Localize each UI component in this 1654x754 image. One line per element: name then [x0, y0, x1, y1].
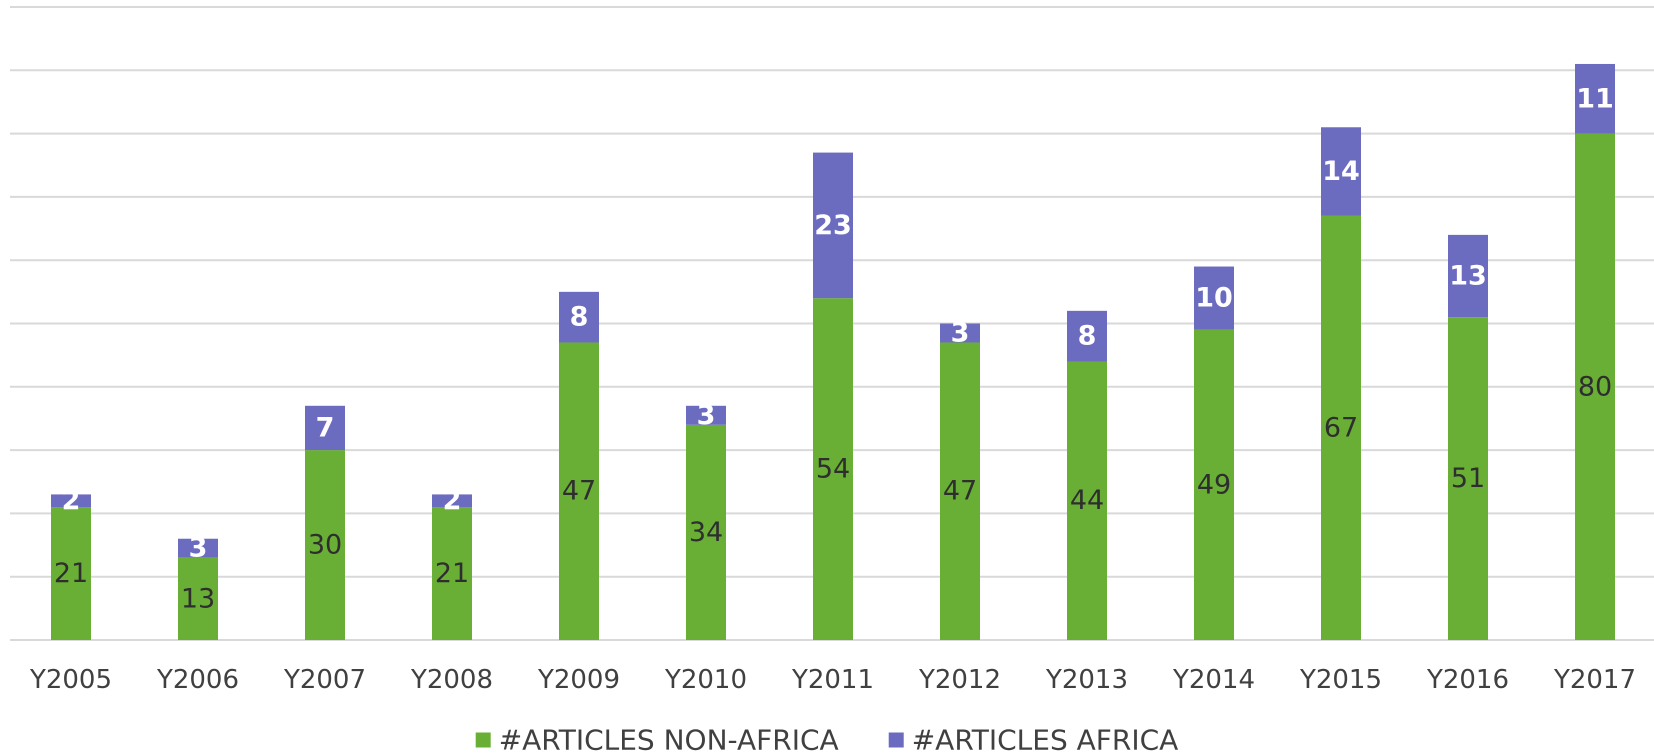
data-label-non-africa: 30: [308, 530, 342, 561]
x-tick-label: Y2016: [1426, 665, 1509, 695]
bar-africa: [1194, 266, 1234, 330]
data-label-africa: 3: [697, 400, 716, 431]
data-label-non-africa: 21: [54, 558, 88, 589]
data-label-non-africa: 13: [181, 583, 215, 614]
bar-non-africa: [305, 450, 345, 640]
x-tick-label: Y2008: [410, 665, 493, 695]
bar-africa: [432, 494, 472, 508]
bar-africa: [178, 538, 218, 558]
data-label-non-africa: 80: [1578, 371, 1612, 402]
x-tick-label: Y2011: [791, 665, 874, 695]
data-label-non-africa: 21: [435, 558, 469, 589]
x-tick-label: Y2014: [1172, 665, 1255, 695]
data-label-africa: 3: [189, 533, 208, 564]
data-label-africa: 14: [1322, 156, 1360, 187]
x-tick-label: Y2010: [664, 665, 747, 695]
bar-non-africa: [1067, 361, 1107, 640]
x-tick-label: Y2015: [1299, 665, 1382, 695]
data-label-africa: 2: [443, 485, 462, 516]
bar-non-africa: [1321, 215, 1361, 640]
data-label-africa: 2: [62, 485, 81, 516]
data-label-non-africa: 47: [943, 476, 977, 507]
data-label-non-africa: 67: [1324, 412, 1358, 443]
legend-label: #ARTICLES AFRICA: [912, 724, 1179, 754]
bar-non-africa: [559, 342, 599, 640]
bar-africa: [686, 405, 726, 425]
bar-non-africa: [51, 507, 91, 640]
bar-non-africa: [1194, 329, 1234, 640]
x-tick-label: Y2009: [537, 665, 620, 695]
bar-africa: [51, 494, 91, 508]
bar-labels: 21 2 13 3 30 7 21 2 47 8 34 3 54 23 47 3 44 8 49 10 67 14 51 13…: [54, 83, 1614, 614]
data-label-africa: 10: [1195, 283, 1233, 314]
data-label-africa: 8: [570, 302, 589, 333]
bar-non-africa: [686, 424, 726, 640]
bar-africa: [1448, 234, 1488, 318]
bar-africa: [940, 323, 980, 343]
data-label-non-africa: 44: [1070, 485, 1104, 516]
bar-non-africa: [813, 298, 853, 640]
bar-non-africa: [940, 342, 980, 640]
data-label-non-africa: 54: [816, 454, 850, 485]
bar-africa: [305, 405, 345, 451]
data-label-africa: 8: [1078, 321, 1097, 352]
data-label-non-africa: 47: [562, 476, 596, 507]
x-tick-label: Y2007: [283, 665, 366, 695]
bar-africa: [1067, 310, 1107, 362]
bar-non-africa: [1575, 133, 1615, 640]
x-tick-label: Y2017: [1553, 665, 1636, 695]
bar-non-africa: [432, 507, 472, 640]
data-label-africa: 13: [1449, 261, 1487, 292]
data-label-non-africa: 49: [1197, 469, 1231, 500]
bar-non-africa: [1448, 317, 1488, 640]
data-label-africa: 23: [814, 210, 852, 241]
bar-africa: [1575, 63, 1615, 134]
data-label-non-africa: 51: [1451, 463, 1485, 494]
bar-non-africa: [178, 557, 218, 640]
x-tick-label: Y2013: [1045, 665, 1128, 695]
bar-africa: [1321, 127, 1361, 216]
bar-africa: [813, 152, 853, 299]
legend: #ARTICLES NON-AFRICA #ARTICLES AFRICA: [475, 724, 1179, 754]
legend-swatch: [888, 732, 904, 748]
data-label-africa: 3: [951, 317, 970, 348]
legend-label: #ARTICLES NON-AFRICA: [499, 724, 839, 754]
data-label-africa: 11: [1576, 83, 1614, 114]
data-label-africa: 7: [316, 412, 335, 443]
data-label-non-africa: 34: [689, 517, 723, 548]
bar-africa: [559, 291, 599, 343]
x-tick-label: Y2006: [156, 665, 239, 695]
legend-swatch: [475, 732, 491, 748]
x-tick-label: Y2012: [918, 665, 1001, 695]
x-axis-tick-labels: Y2005 Y2006 Y2007 Y2008 Y2009 Y2010 Y2011 Y2012…: [29, 665, 1636, 695]
bars: [51, 63, 1615, 640]
x-tick-label: Y2005: [29, 665, 112, 695]
